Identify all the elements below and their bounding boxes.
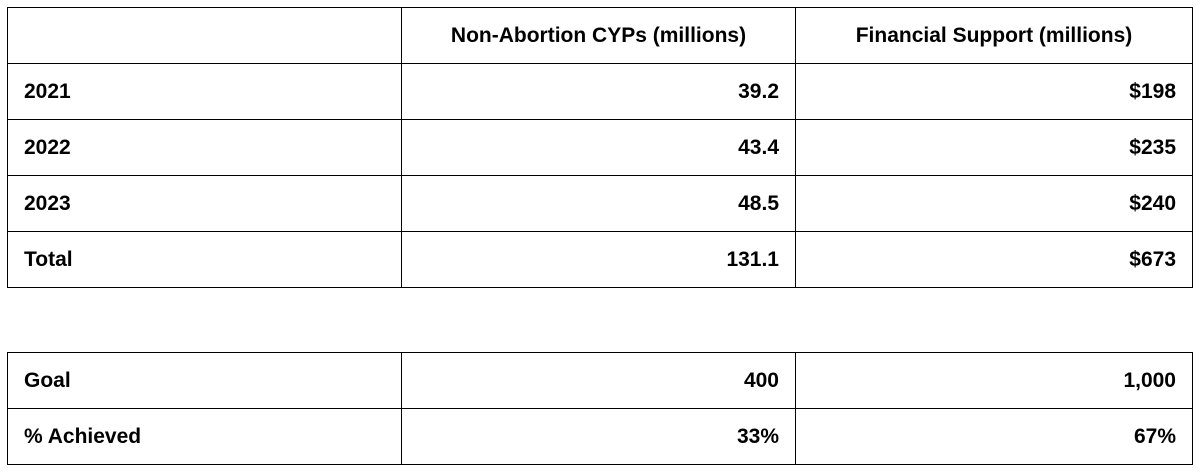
financial-value: $673 bbox=[795, 231, 1193, 288]
header-empty-cell bbox=[7, 7, 402, 64]
row-label: Total bbox=[7, 231, 402, 288]
cyps-value: 33% bbox=[401, 408, 796, 465]
row-label: % Achieved bbox=[7, 408, 402, 465]
row-label: 2023 bbox=[7, 175, 402, 232]
row-label: 2021 bbox=[7, 63, 402, 120]
cyps-value: 43.4 bbox=[401, 119, 796, 176]
cyps-value: 131.1 bbox=[401, 231, 796, 288]
financial-value: $240 bbox=[795, 175, 1193, 232]
row-label: 2022 bbox=[7, 119, 402, 176]
table-row: 2023 48.5 $240 bbox=[7, 175, 1193, 232]
cyps-value: 39.2 bbox=[401, 63, 796, 120]
financial-value: 1,000 bbox=[795, 352, 1193, 409]
row-label: Goal bbox=[7, 352, 402, 409]
goal-table: Goal 400 1,000 % Achieved 33% 67% bbox=[7, 352, 1193, 465]
financial-value: 67% bbox=[795, 408, 1193, 465]
cyps-value: 48.5 bbox=[401, 175, 796, 232]
header-cyps: Non-Abortion CYPs (millions) bbox=[401, 7, 796, 64]
cyp-financial-table: Non-Abortion CYPs (millions) Financial S… bbox=[7, 7, 1193, 288]
table-row-achieved: % Achieved 33% 67% bbox=[7, 408, 1193, 465]
table-row: 2022 43.4 $235 bbox=[7, 119, 1193, 176]
header-financial-support: Financial Support (millions) bbox=[795, 7, 1193, 64]
table-row-total: Total 131.1 $673 bbox=[7, 231, 1193, 288]
table-row-goal: Goal 400 1,000 bbox=[7, 352, 1193, 409]
financial-value: $235 bbox=[795, 119, 1193, 176]
cyps-value: 400 bbox=[401, 352, 796, 409]
financial-value: $198 bbox=[795, 63, 1193, 120]
table-row: 2021 39.2 $198 bbox=[7, 63, 1193, 120]
table-header-row: Non-Abortion CYPs (millions) Financial S… bbox=[7, 7, 1193, 64]
